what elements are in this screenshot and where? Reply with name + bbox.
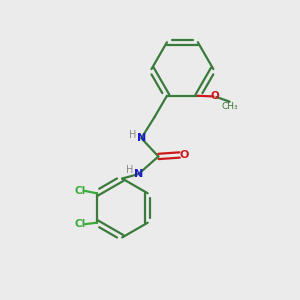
Text: O: O (179, 150, 189, 160)
Text: CH₃: CH₃ (222, 102, 238, 111)
Text: H: H (126, 165, 133, 175)
Text: O: O (211, 92, 219, 101)
Text: N: N (134, 169, 144, 179)
Text: Cl: Cl (74, 186, 86, 196)
Text: H: H (129, 130, 137, 140)
Text: Cl: Cl (74, 219, 86, 229)
Text: N: N (137, 133, 146, 143)
